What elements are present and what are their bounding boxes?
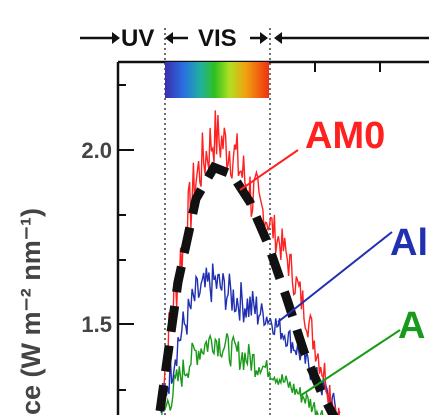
y-tick-label: 2.0 xyxy=(81,138,112,163)
uv-right-arrowhead xyxy=(112,32,120,44)
vis-right-arrowhead xyxy=(260,32,268,44)
a-leader-line xyxy=(299,329,401,397)
visible-spectrum-bar xyxy=(165,62,269,98)
region-markers: UV VIS xyxy=(80,25,429,52)
uv-region-label: UV xyxy=(121,25,154,52)
y-tick-label: 1.5 xyxy=(81,312,112,337)
spectrum-series-am0 xyxy=(159,110,341,415)
al-leader-line xyxy=(277,231,393,323)
spectrum-series-a xyxy=(161,333,324,415)
series-label-al: Al xyxy=(390,222,428,264)
vis-region-label: VIS xyxy=(198,25,237,52)
y-axis-label: ce (W m⁻² nm⁻¹) xyxy=(16,208,46,415)
blackbody-fit-curve xyxy=(155,161,339,415)
vis-left-arrowhead xyxy=(165,32,173,44)
am0-leader-line xyxy=(239,149,299,191)
series-label-a: A xyxy=(398,305,425,347)
series-label-am0: AM0 xyxy=(305,115,385,157)
ir-left-arrowhead xyxy=(274,32,282,44)
series-group xyxy=(155,110,341,415)
